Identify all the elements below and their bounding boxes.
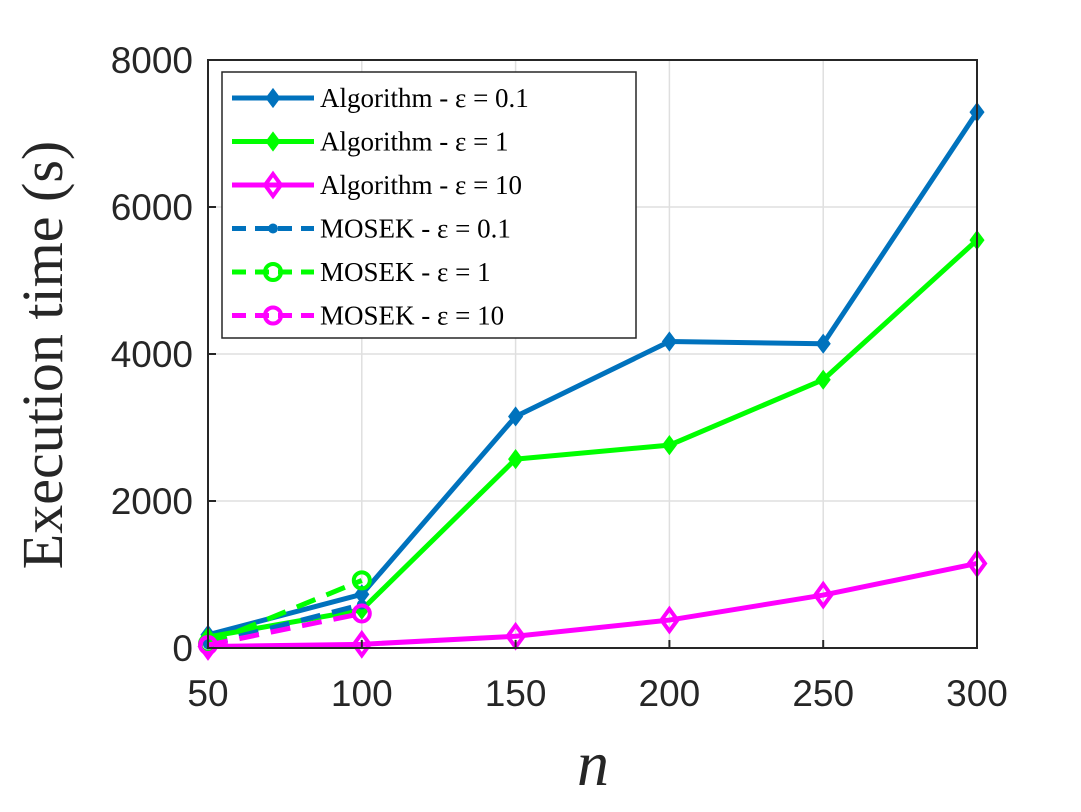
legend-marker [263,305,283,326]
legend-marker [262,170,284,200]
legend-label: MOSEK - ε = 10 [320,301,504,331]
series-line [207,110,980,638]
data-point [815,369,831,390]
y-axis-label: Execution time (s) [10,141,75,569]
legend-label: Algorithm - ε = 1 [320,127,509,157]
legend-marker [265,87,281,109]
x-axis-label: n [577,728,609,799]
legend-label: MOSEK - ε = 1 [320,257,491,287]
data-point [661,435,677,456]
y-tick-label: 0 [172,628,193,669]
x-tick-label: 200 [639,673,701,714]
series-layer [197,102,988,661]
x-tick-label: 50 [187,673,228,714]
legend-label: Algorithm - ε = 0.1 [320,83,529,113]
series-line [207,238,979,640]
x-tick-label: 150 [485,673,547,714]
data-point [658,605,680,635]
x-tick-label: 250 [792,673,854,714]
data-point [351,570,372,591]
data-point [508,406,524,427]
data-point [661,331,677,352]
y-tick-label: 8000 [111,40,193,81]
data-point [351,603,372,624]
y-tick-label: 2000 [111,481,193,522]
legend-entry: Algorithm - ε = 1 [232,127,509,157]
legend-label: MOSEK - ε = 0.1 [320,214,511,244]
legend-entry: Algorithm - ε = 0.1 [232,83,529,113]
series-line [207,578,363,646]
data-point [508,449,524,470]
legend-entry: MOSEK - ε = 1 [232,257,491,287]
series-line [207,602,363,647]
legend-marker [265,131,281,152]
legend: Algorithm - ε = 0.1 Algorithm - ε = 1 Algo… [221,71,637,339]
data-point [812,580,834,610]
series-line [207,611,363,648]
x-tick-label: 300 [946,673,1008,714]
legend-entry: MOSEK - ε = 10 [232,301,504,331]
legend-label: Algorithm - ε = 10 [320,170,522,200]
legend-entry: MOSEK - ε = 0.1 [232,214,511,244]
series-line [207,561,978,650]
legend-box [221,71,637,339]
legend-marker [263,262,283,282]
data-point [351,629,373,659]
legend-marker [268,223,278,234]
data-point [815,333,831,354]
x-tick-label: 100 [331,673,393,714]
y-tick-label: 6000 [111,187,193,228]
legend-entry: Algorithm - ε = 10 [232,170,522,200]
tick-labels: 50 100 150 200 250 300 0 2000 4000 6000 8000 [111,40,1008,714]
y-tick-label: 4000 [111,334,193,375]
